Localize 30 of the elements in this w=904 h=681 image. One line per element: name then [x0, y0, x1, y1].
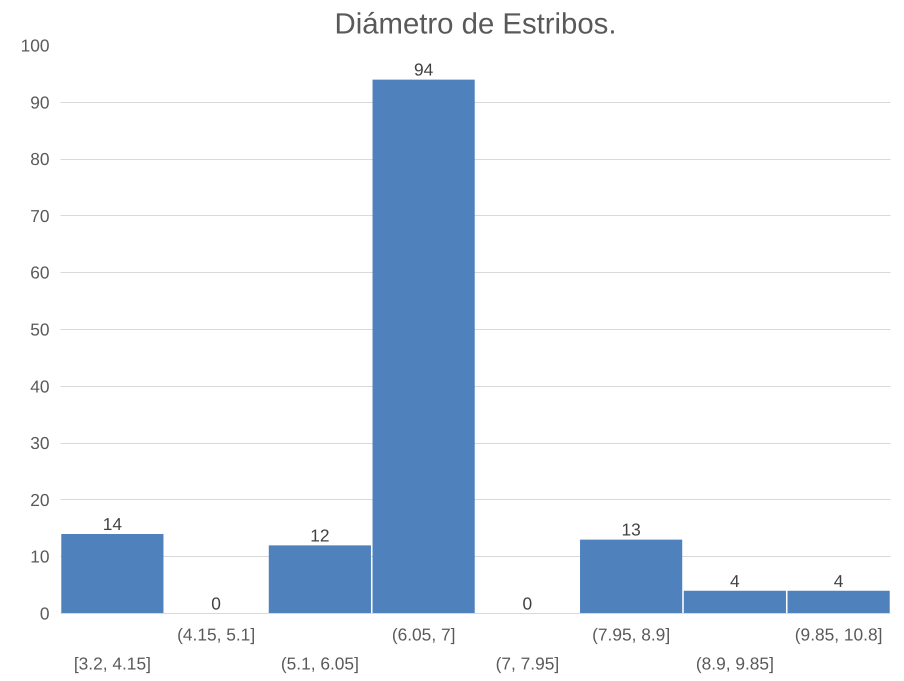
y-tick-label: 40	[30, 376, 50, 396]
y-tick-label: 50	[30, 320, 50, 340]
x-tick-label: (6.05, 7]	[392, 624, 456, 644]
y-tick-label: 0	[40, 604, 50, 624]
x-tick-label: (7, 7.95]	[496, 654, 560, 674]
y-tick-label: 20	[30, 490, 50, 510]
data-label: 13	[621, 520, 641, 540]
data-label: 12	[310, 525, 330, 546]
x-tick-label: (9.85, 10.8]	[794, 624, 882, 644]
bar	[580, 540, 682, 614]
bar	[61, 534, 164, 614]
y-tick-label: 10	[30, 546, 50, 567]
x-tick-label: (4.15, 5.1]	[177, 624, 256, 644]
x-tick-label: [3.2, 4.15]	[74, 654, 151, 674]
chart-title: Diámetro de Estribos.	[334, 8, 616, 40]
data-label: 0	[211, 594, 221, 614]
data-label: 4	[834, 570, 844, 591]
data-label: 0	[522, 594, 532, 614]
x-tick-label: (7.95, 8.9]	[592, 624, 670, 644]
y-tick-label: 60	[30, 262, 50, 283]
y-tick-label: 90	[30, 92, 50, 112]
y-tick-label: 80	[30, 149, 50, 170]
y-tick-label: 100	[20, 36, 50, 56]
x-tick-label: (8.9, 9.85]	[696, 654, 774, 674]
x-tick-label: (5.1, 6.05]	[280, 654, 359, 674]
data-label: 94	[414, 60, 434, 80]
y-tick-label: 30	[30, 433, 50, 454]
data-label: 4	[730, 570, 740, 591]
data-label: 14	[102, 514, 122, 534]
y-tick-label: 70	[30, 206, 50, 226]
